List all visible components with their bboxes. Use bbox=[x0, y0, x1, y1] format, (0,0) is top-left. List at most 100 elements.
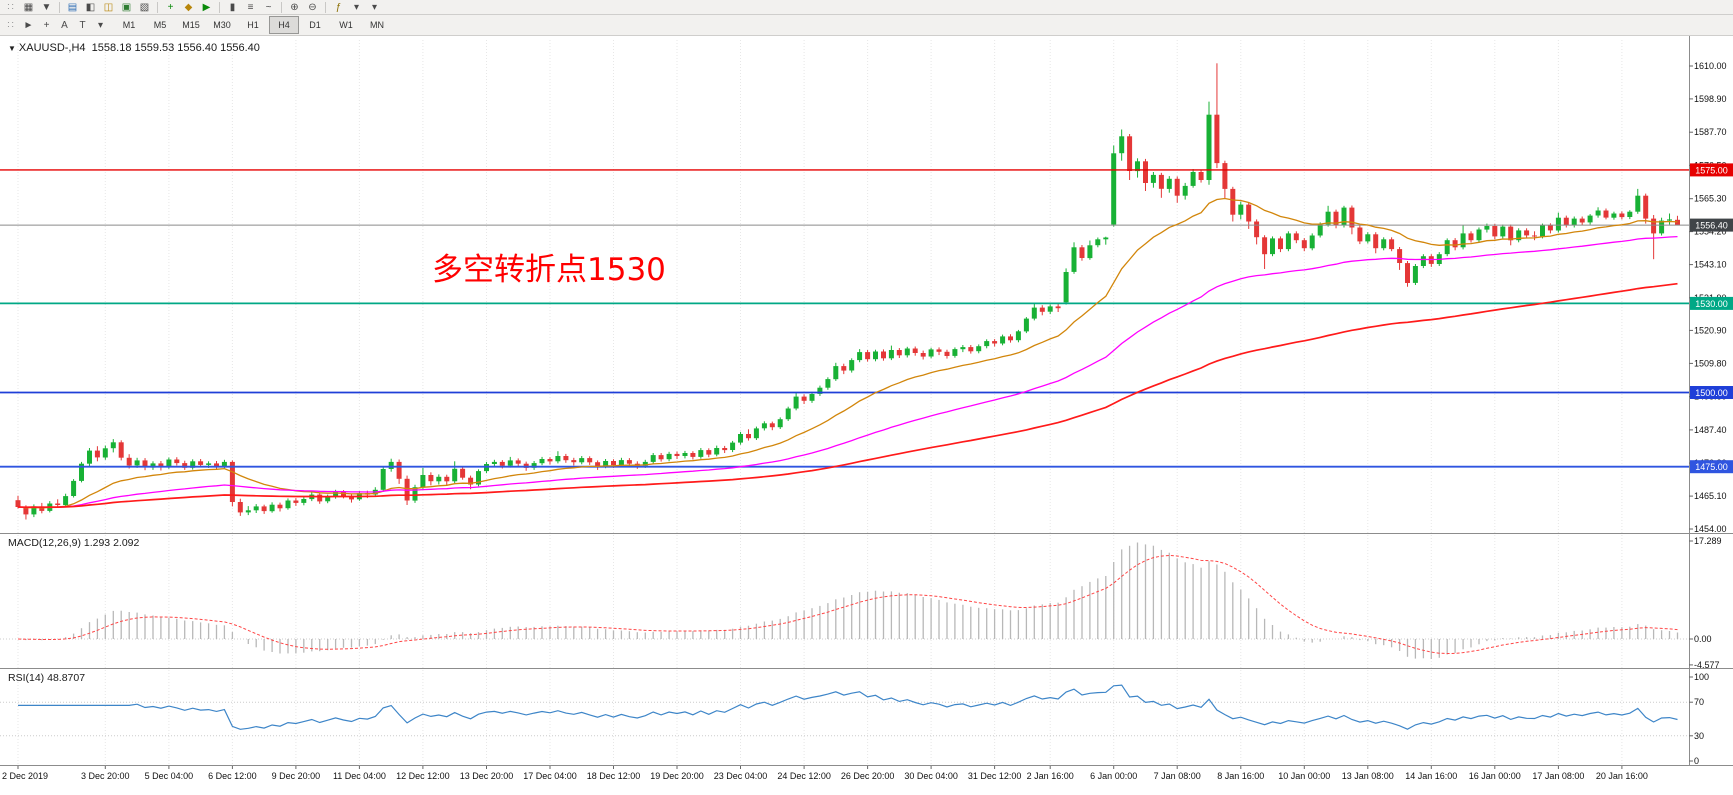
toolbar-separator bbox=[219, 1, 220, 13]
svg-text:6 Jan 00:00: 6 Jan 00:00 bbox=[1090, 771, 1137, 781]
rsi-value: 48.8707 bbox=[47, 672, 86, 684]
svg-text:1487.40: 1487.40 bbox=[1694, 425, 1727, 435]
timeframe-button-M30[interactable]: M30 bbox=[213, 20, 231, 30]
svg-text:1587.70: 1587.70 bbox=[1694, 127, 1727, 137]
horizontal-lines-layer bbox=[0, 169, 1689, 468]
price-badges: 1575.00 1530.00 1500.00 1475.00 1556.40 bbox=[1690, 163, 1733, 474]
svg-text:6 Dec 12:00: 6 Dec 12:00 bbox=[208, 771, 257, 781]
svg-text:10 Jan 00:00: 10 Jan 00:00 bbox=[1278, 771, 1330, 781]
svg-text:17 Jan 08:00: 17 Jan 08:00 bbox=[1532, 771, 1584, 781]
svg-text:1530.00: 1530.00 bbox=[1695, 299, 1728, 309]
chart-tools: ∷ ► + A T ▾ bbox=[2, 18, 109, 33]
svg-text:2 Jan 16:00: 2 Jan 16:00 bbox=[1027, 771, 1074, 781]
line-chart-style-icon[interactable]: ~ bbox=[265, 1, 272, 13]
timeframe-button-MN[interactable]: MN bbox=[370, 20, 384, 30]
timeframe-button-H4[interactable]: H4 bbox=[269, 16, 299, 34]
svg-text:1520.90: 1520.90 bbox=[1694, 325, 1727, 335]
svg-text:24 Dec 12:00: 24 Dec 12:00 bbox=[777, 771, 831, 781]
svg-text:13 Dec 20:00: 13 Dec 20:00 bbox=[460, 771, 514, 781]
toolbar-row-1: ∷ ▦ ▼ ▤ ◧ ◫ ▣ ▧ + ◆ ▶ ▮ ≡ ~ ⊕ ⊖ ƒ ▾ ▾ bbox=[0, 0, 1733, 15]
timeframe-button-W1[interactable]: W1 bbox=[339, 20, 353, 30]
moving-average-130 bbox=[17, 282, 1678, 509]
timeframe-button-M5[interactable]: M5 bbox=[153, 20, 167, 30]
svg-text:12 Dec 12:00: 12 Dec 12:00 bbox=[396, 771, 450, 781]
crosshair-tool-icon[interactable]: + bbox=[43, 19, 50, 31]
timeframe-button-D1[interactable]: D1 bbox=[309, 20, 321, 30]
rsi-indicator-label: RSI(14) 48.8707 bbox=[8, 672, 85, 684]
timeframe-button-M1[interactable]: M1 bbox=[122, 20, 136, 30]
toolbar-separator bbox=[157, 1, 158, 13]
svg-text:0: 0 bbox=[1694, 756, 1699, 766]
macd-panel bbox=[0, 542, 1689, 659]
time-axis: 2 Dec 2019 3 Dec 20:00 5 Dec 04:00 6 Dec 12… bbox=[2, 766, 1648, 781]
svg-text:1565.30: 1565.30 bbox=[1694, 194, 1727, 204]
timeframe-button-H1[interactable]: H1 bbox=[247, 20, 259, 30]
toolbar-separator bbox=[325, 1, 326, 13]
toolbar-drag-handle[interactable]: ∷ bbox=[7, 1, 14, 13]
moving-average-60 bbox=[17, 235, 1678, 509]
symbol-title: XAUUSD-,H4 bbox=[18, 42, 86, 54]
indicators-icon[interactable]: ƒ bbox=[335, 1, 342, 13]
chart-window[interactable]: 1610.001598.901587.701576.501565.301554.… bbox=[0, 36, 1733, 795]
svg-text:1598.90: 1598.90 bbox=[1694, 94, 1727, 104]
svg-text:26 Dec 20:00: 26 Dec 20:00 bbox=[841, 771, 895, 781]
new-order-icon[interactable]: + bbox=[167, 1, 174, 13]
moving-averages-layer bbox=[17, 197, 1678, 509]
timeframe-toolbar: M1 M5 M15 M30 H1 H4 D1 W1 MN bbox=[114, 16, 392, 34]
text-tool-icon[interactable]: A bbox=[61, 19, 68, 31]
toolbar-separator bbox=[281, 1, 282, 13]
moving-average-20 bbox=[17, 197, 1678, 509]
svg-text:8 Jan 16:00: 8 Jan 16:00 bbox=[1217, 771, 1264, 781]
zoom-in-icon[interactable]: ⊕ bbox=[290, 1, 299, 13]
svg-text:23 Dec 04:00: 23 Dec 04:00 bbox=[714, 771, 768, 781]
toolbar-drag-handle-2[interactable]: ∷ bbox=[7, 19, 14, 31]
symbol-ohlc-values: 1558.18 1559.53 1556.40 1556.40 bbox=[91, 42, 260, 54]
chart-profiles-dropdown-icon[interactable]: ▼ bbox=[41, 1, 52, 13]
terminal-icon[interactable]: ▣ bbox=[121, 1, 132, 13]
drawing-tools-dropdown-icon[interactable]: ▾ bbox=[97, 19, 104, 31]
rsi-label: RSI(14) bbox=[8, 672, 45, 684]
svg-text:1465.10: 1465.10 bbox=[1694, 491, 1727, 501]
metaeditor-icon[interactable]: ◆ bbox=[184, 1, 193, 13]
periods-dropdown-icon[interactable]: ▾ bbox=[353, 1, 360, 13]
svg-text:30: 30 bbox=[1694, 731, 1704, 741]
svg-text:70: 70 bbox=[1694, 697, 1704, 707]
svg-text:1575.00: 1575.00 bbox=[1695, 165, 1728, 175]
svg-text:7 Jan 08:00: 7 Jan 08:00 bbox=[1154, 771, 1201, 781]
toolbar-separator bbox=[59, 1, 60, 13]
svg-text:-4.577: -4.577 bbox=[1694, 660, 1720, 670]
svg-text:13 Jan 08:00: 13 Jan 08:00 bbox=[1342, 771, 1394, 781]
svg-text:9 Dec 20:00: 9 Dec 20:00 bbox=[272, 771, 321, 781]
templates-dropdown-icon[interactable]: ▾ bbox=[371, 1, 378, 13]
svg-text:1543.10: 1543.10 bbox=[1694, 260, 1727, 270]
svg-text:17 Dec 04:00: 17 Dec 04:00 bbox=[523, 771, 577, 781]
autotrading-icon[interactable]: ▶ bbox=[202, 1, 211, 13]
svg-text:30 Dec 04:00: 30 Dec 04:00 bbox=[904, 771, 958, 781]
market-watch-icon[interactable]: ▤ bbox=[67, 1, 78, 13]
svg-text:11 Dec 04:00: 11 Dec 04:00 bbox=[333, 771, 386, 781]
chart-annotation-text[interactable]: 多空转折点1530 bbox=[432, 252, 666, 288]
cursor-tool-icon[interactable]: ► bbox=[23, 19, 34, 31]
macd-values: 1.293 2.092 bbox=[83, 537, 140, 549]
svg-text:2 Dec 2019: 2 Dec 2019 bbox=[2, 771, 48, 781]
candlestick-style-icon[interactable]: ▮ bbox=[229, 1, 236, 13]
bar-chart-style-icon[interactable]: ≡ bbox=[247, 1, 254, 13]
macd-indicator-label: MACD(12,26,9) 1.293 2.092 bbox=[8, 537, 139, 549]
grid-layer bbox=[17, 40, 1623, 765]
macd-label: MACD(12,26,9) bbox=[8, 537, 81, 549]
navigator-icon[interactable]: ◫ bbox=[103, 1, 114, 13]
svg-text:1454.00: 1454.00 bbox=[1694, 524, 1727, 534]
zoom-out-icon[interactable]: ⊖ bbox=[308, 1, 317, 13]
new-chart-icon[interactable]: ▦ bbox=[23, 1, 34, 13]
text-label-tool-icon[interactable]: T bbox=[79, 19, 86, 31]
svg-text:1610.00: 1610.00 bbox=[1694, 61, 1727, 71]
timeframe-button-M15[interactable]: M15 bbox=[182, 20, 200, 30]
data-window-icon[interactable]: ◧ bbox=[85, 1, 96, 13]
panel-borders bbox=[0, 36, 1733, 766]
svg-text:100: 100 bbox=[1694, 672, 1709, 682]
svg-text:14 Jan 16:00: 14 Jan 16:00 bbox=[1405, 771, 1457, 781]
collapse-triangle-icon[interactable]: ▼ bbox=[8, 44, 16, 53]
strategy-tester-icon[interactable]: ▧ bbox=[139, 1, 150, 13]
svg-text:1556.40: 1556.40 bbox=[1695, 221, 1728, 231]
svg-text:1500.00: 1500.00 bbox=[1695, 388, 1728, 398]
